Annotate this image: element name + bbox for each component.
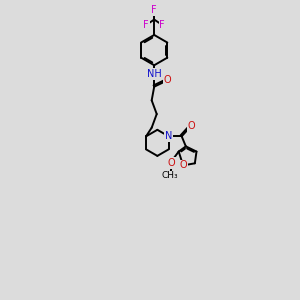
Text: F: F xyxy=(143,20,149,30)
Text: NH: NH xyxy=(147,69,162,79)
Text: O: O xyxy=(168,158,175,168)
Text: CH₃: CH₃ xyxy=(162,172,178,181)
Text: O: O xyxy=(188,122,196,131)
Text: F: F xyxy=(159,20,165,30)
Text: N: N xyxy=(165,131,172,141)
Text: O: O xyxy=(179,160,187,170)
Text: O: O xyxy=(164,75,172,85)
Text: F: F xyxy=(152,5,157,15)
